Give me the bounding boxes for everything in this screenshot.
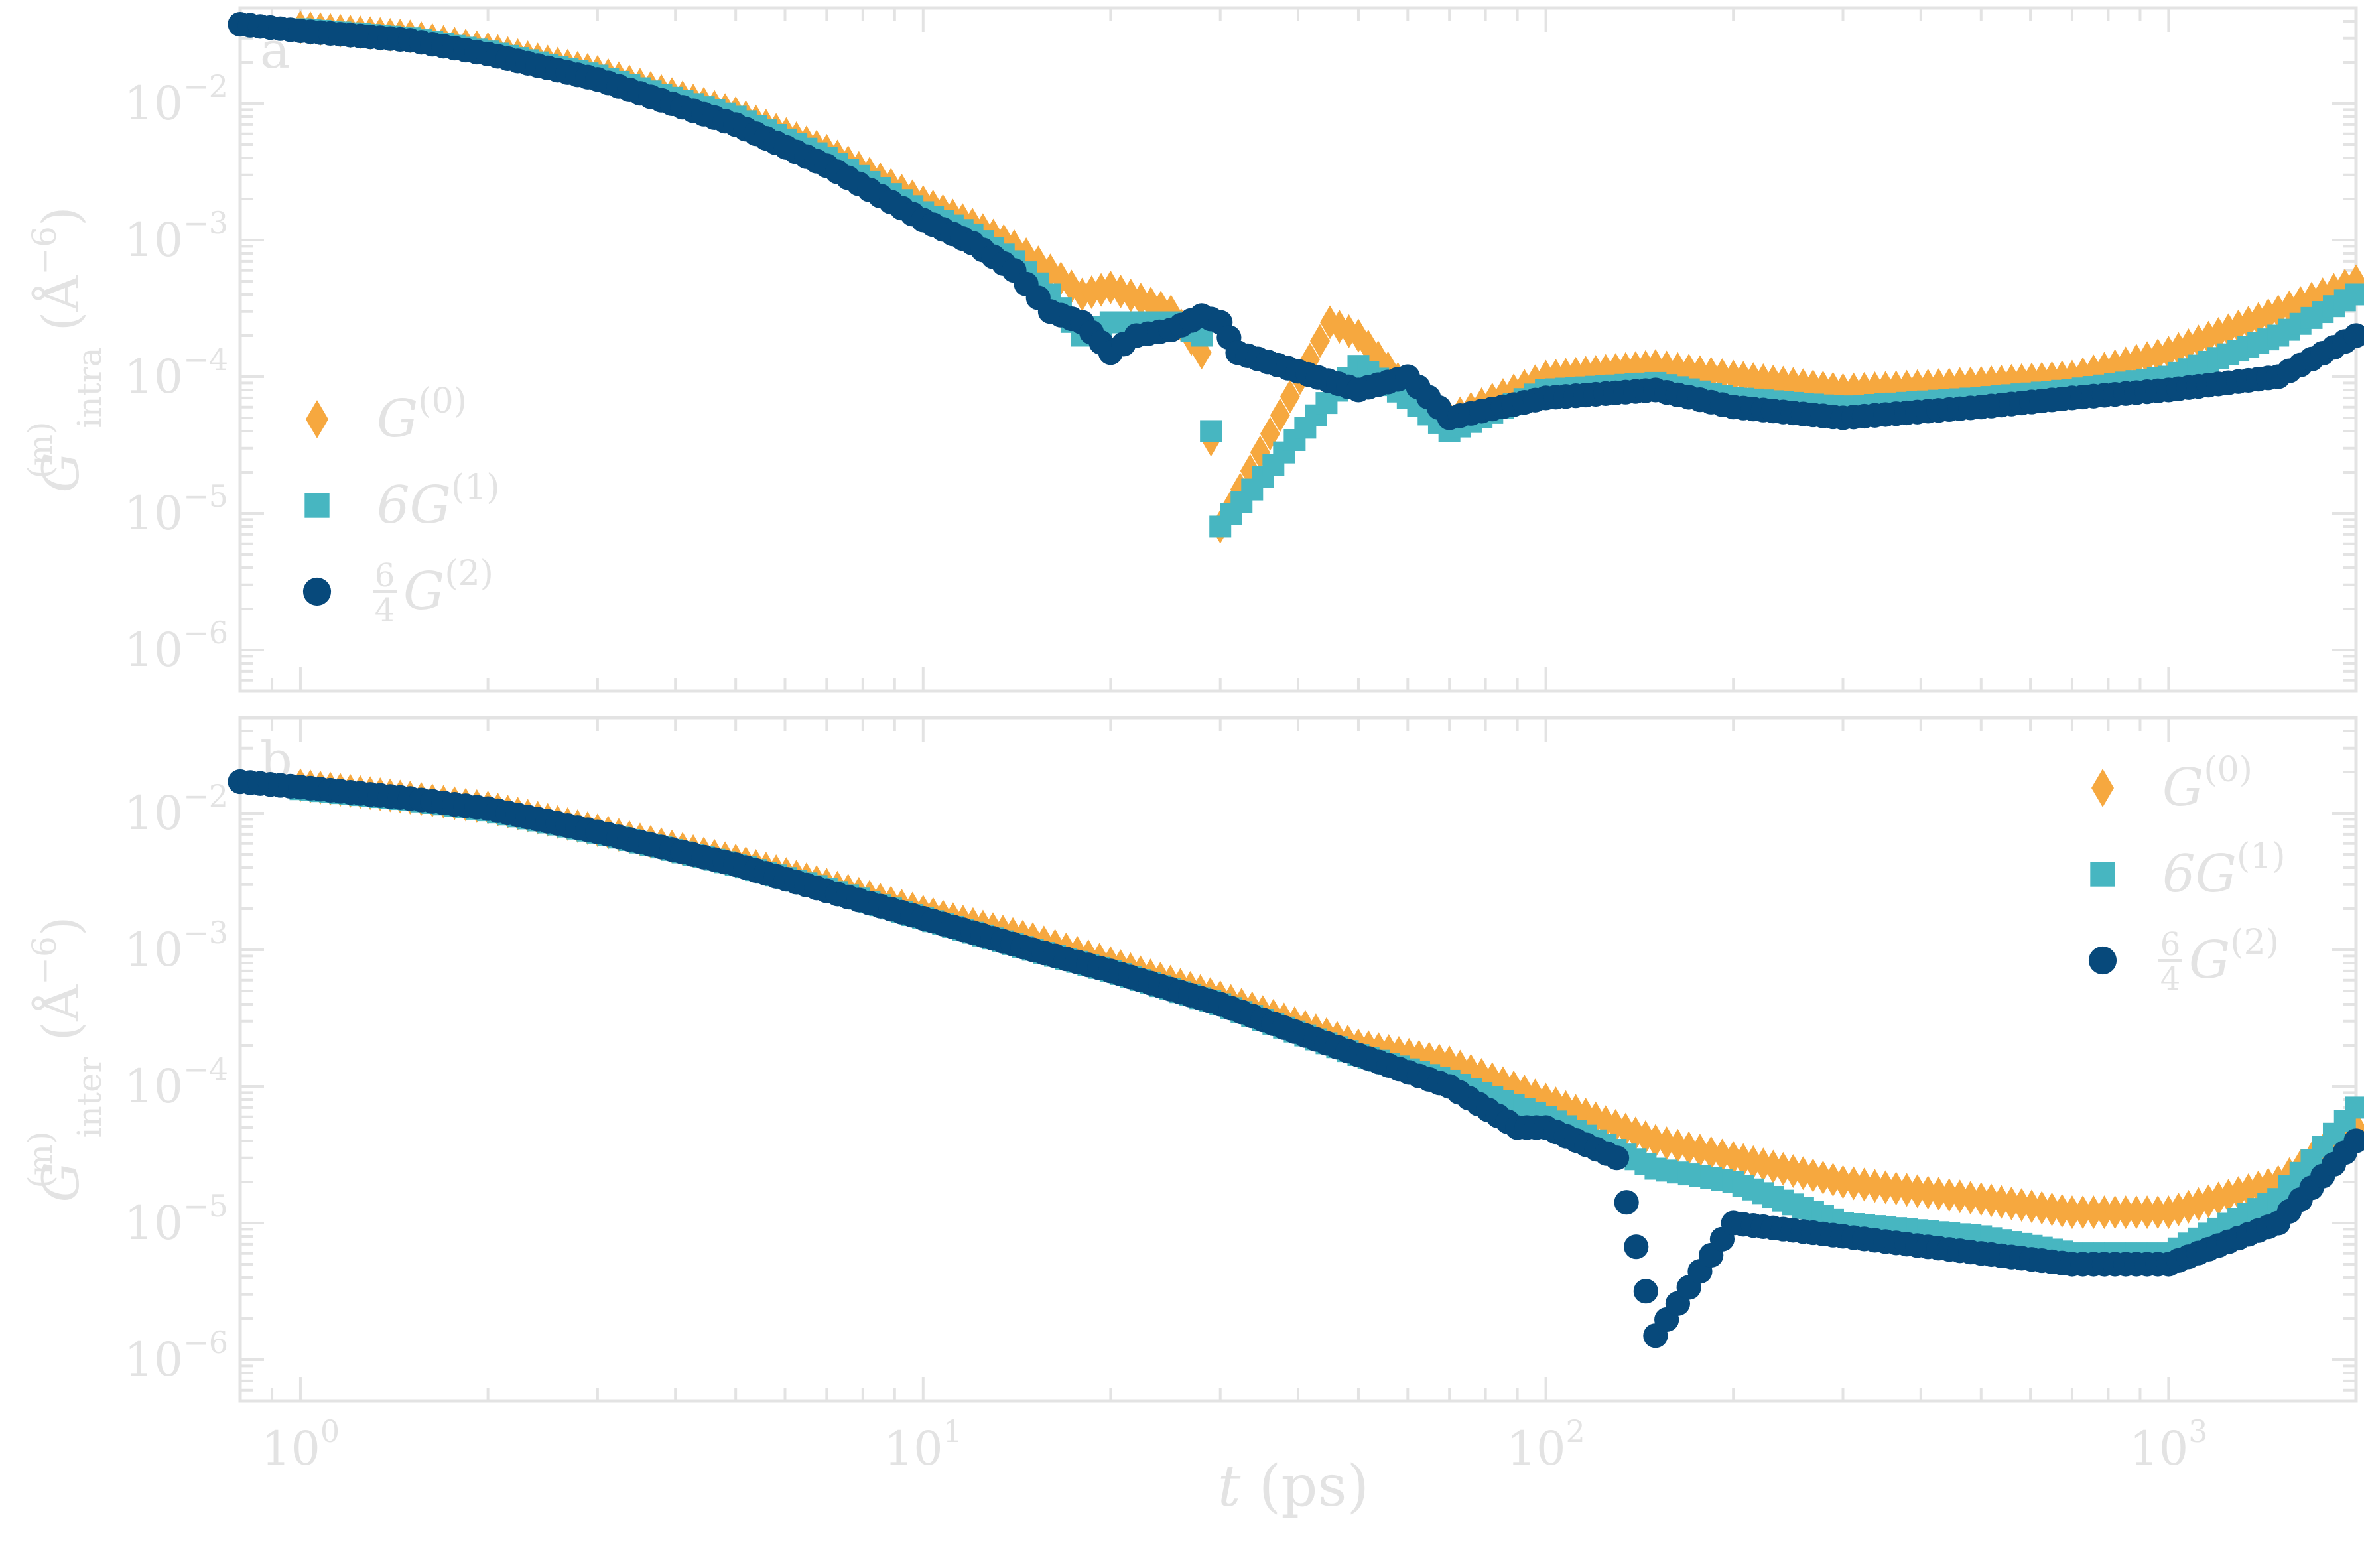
- y-tick-label: 10−6: [124, 1325, 228, 1387]
- legend-label: G(2): [403, 554, 493, 621]
- data-point: [1604, 1145, 1630, 1171]
- data-point: [2148, 338, 2168, 373]
- data-point: [1633, 1279, 1658, 1304]
- data-point: [2115, 1195, 2136, 1230]
- x-axis-label-text: t (ps): [1218, 1453, 1369, 1520]
- y-tick-label: 10−4: [124, 342, 228, 404]
- data-point: [1614, 1190, 1639, 1215]
- legend-label: G(0): [2162, 750, 2253, 818]
- legend-label: G(0): [377, 381, 467, 449]
- y-tick-label: 10−2: [124, 778, 228, 840]
- legend-label: G(2): [2189, 923, 2279, 990]
- plot-frame: [238, 6, 2358, 693]
- y-tick-label: 10−6: [124, 615, 228, 677]
- data-point: [2094, 1195, 2115, 1230]
- y-tick-label: 10−3: [124, 205, 228, 267]
- data-point: [1329, 310, 1350, 344]
- series-2: [228, 11, 2364, 430]
- data-point: [1280, 379, 1300, 414]
- x-tick-label: 103: [2129, 1413, 2207, 1476]
- legend-fraction-den: 4: [375, 592, 395, 629]
- data-point: [1200, 420, 1222, 442]
- legend-marker: [2091, 769, 2114, 807]
- data-point: [1624, 1234, 1649, 1260]
- x-tick-label: 100: [261, 1413, 340, 1476]
- legend-fraction-num: 6: [2160, 926, 2181, 963]
- data-point: [2126, 1195, 2146, 1230]
- y-tick-label: 10−2: [124, 68, 228, 131]
- data-point: [2062, 1195, 2082, 1230]
- legend-marker: [302, 577, 332, 606]
- data-point: [2343, 1128, 2364, 1153]
- data-point: [2345, 1096, 2364, 1119]
- data-point: [2105, 1195, 2125, 1230]
- legend-marker: [2090, 862, 2115, 887]
- data-point: [2148, 1195, 2168, 1230]
- data-point: [2178, 328, 2199, 362]
- legend-label: 6G(1): [2162, 836, 2286, 904]
- data-point: [2345, 283, 2364, 306]
- data-point: [1309, 324, 1330, 358]
- legend-fraction-den: 4: [2160, 960, 2181, 998]
- legend-fraction-num: 6: [375, 557, 395, 594]
- y-tick-label: 10−4: [124, 1051, 228, 1114]
- legend-marker: [2088, 946, 2117, 975]
- legend-marker: [304, 493, 330, 518]
- data-point: [2083, 1195, 2104, 1230]
- panel-a: 10−210−310−410−510−6aG(m)intra (Å−6)G(0)…: [21, 6, 2364, 693]
- legend-marker: [306, 400, 328, 438]
- x-tick-label: 102: [1506, 1413, 1585, 1476]
- x-tick-label: 101: [884, 1413, 962, 1476]
- y-axis-label: G(m)intra (Å−6): [21, 206, 109, 492]
- data-point: [2073, 1195, 2093, 1230]
- data-point: [1270, 398, 1290, 432]
- y-tick-label: 10−5: [124, 478, 228, 541]
- legend-label: 6G(1): [377, 468, 500, 535]
- y-tick-label: 10−3: [124, 915, 228, 977]
- data-point: [2343, 323, 2364, 348]
- data-point: [2137, 1195, 2158, 1230]
- y-axis-label: G(m)inter (Å−6): [21, 916, 109, 1202]
- series-2: [228, 769, 2364, 1348]
- series-1: [289, 18, 2364, 538]
- x-axis-label: t (ps): [1218, 1453, 1369, 1520]
- y-tick-label: 10−5: [124, 1188, 228, 1250]
